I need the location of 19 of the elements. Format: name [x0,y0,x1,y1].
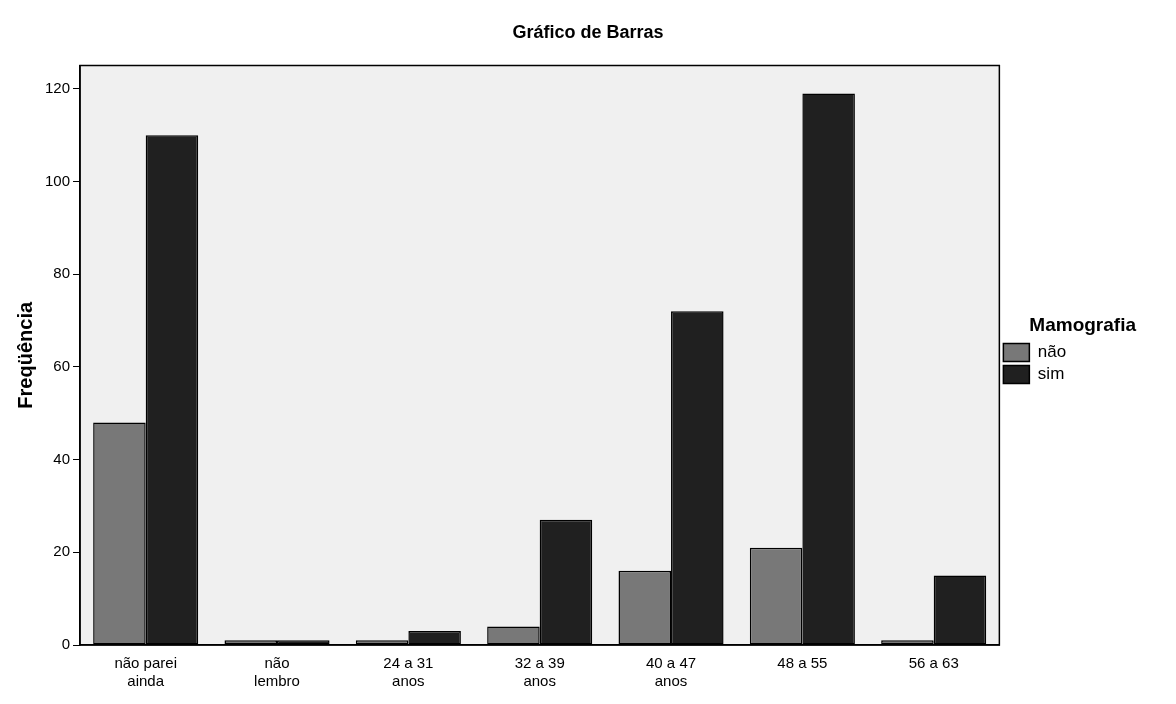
y-axis-title: Freqüência [13,301,36,409]
y-tick-label: 80 [53,264,71,282]
y-tick-label: 40 [53,449,71,467]
legend-title: Mamografia [1029,314,1137,336]
x-tick-label: 32 a 39 anos [514,654,565,690]
y-tick-label: 60 [53,357,71,375]
x-tick-label: 56 a 63 [908,654,959,672]
x-tick-label: não parei ainda [114,654,177,690]
x-tick-label: não lembro [254,654,300,690]
legend-label: não [1037,342,1067,362]
y-tick-label: 100 [45,171,71,189]
y-tick-label: 20 [53,542,71,560]
legend-label: sim [1037,364,1065,384]
y-tick-label: 0 [61,635,71,653]
chart-title: Gráfico de Barras [512,21,664,42]
x-tick-label: 24 a 31 anos [383,654,434,690]
x-tick-label: 40 a 47 anos [646,654,697,690]
y-tick-label: 120 [45,78,71,96]
x-tick-label: 48 a 55 [777,654,828,672]
